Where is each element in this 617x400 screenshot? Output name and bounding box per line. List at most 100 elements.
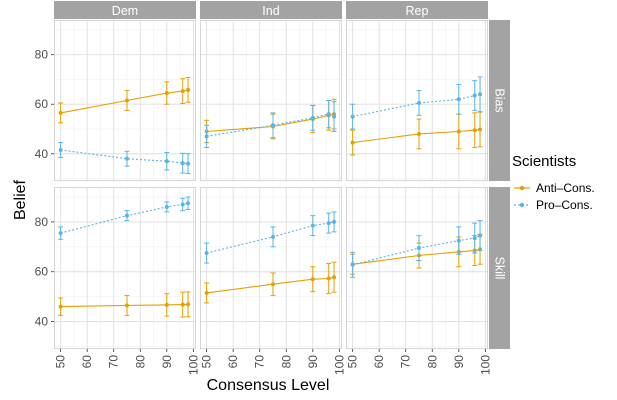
x-tick-label: 70 [253, 355, 267, 369]
strip-label-rep: Rep [406, 4, 429, 18]
data-point-pro [478, 92, 483, 97]
x-axis-title: Consensus Level [207, 377, 330, 394]
data-point-pro [180, 202, 185, 207]
legend-label-pro: Pro–Cons. [536, 198, 593, 212]
data-point-pro [326, 221, 331, 226]
panel-border [199, 186, 342, 349]
data-point-pro [164, 204, 169, 209]
data-point-pro [204, 251, 209, 256]
x-tick-label: 70 [107, 355, 121, 369]
data-point-anti [180, 89, 185, 94]
data-point-pro [310, 115, 315, 120]
y-tick-label: 60 [35, 265, 49, 279]
y-tick-label: 60 [35, 97, 49, 111]
data-point-pro [58, 148, 63, 153]
x-tick-label: 50 [346, 355, 360, 369]
data-point-anti [332, 275, 337, 280]
strip-bias [489, 20, 510, 181]
panel-background [200, 187, 342, 349]
strip-dem [54, 1, 196, 19]
strip-skill [489, 187, 510, 349]
y-tick-label: 80 [35, 215, 49, 229]
data-point-pro [186, 161, 191, 166]
x-tick-label: 60 [372, 355, 386, 369]
strip-label-skill: Skill [493, 257, 507, 280]
data-point-anti [186, 87, 191, 92]
data-point-pro [350, 114, 355, 119]
data-point-pro [204, 134, 209, 139]
panel-background [346, 20, 488, 181]
data-point-pro [478, 233, 483, 238]
panel-border [199, 19, 342, 181]
data-point-anti [124, 98, 129, 103]
data-point-pro [58, 231, 63, 236]
data-point-pro [124, 213, 129, 218]
panel-dem-bias [54, 19, 196, 181]
x-tick-label: 90 [160, 355, 174, 369]
strip-label-ind: Ind [262, 4, 279, 18]
data-point-anti [456, 129, 461, 134]
panel-ind-skill [199, 186, 342, 349]
data-point-anti [326, 276, 331, 281]
data-point-pro [332, 219, 337, 224]
data-point-anti [416, 131, 421, 136]
legend: Scientists Anti–Cons. Pro–Cons. [512, 153, 595, 212]
x-tick-label: 80 [133, 355, 147, 369]
data-point-pro [326, 112, 331, 117]
data-point-pro [186, 201, 191, 206]
legend-key-point-anti [519, 185, 525, 191]
panel-dem-skill [54, 186, 196, 349]
x-tick-label: 100 [186, 355, 200, 375]
panel-rep-bias [345, 19, 488, 181]
data-point-anti [124, 303, 129, 308]
data-point-pro [472, 236, 477, 241]
x-tick-label: 80 [425, 355, 439, 369]
strip-rep [346, 1, 488, 19]
data-point-anti [204, 290, 209, 295]
data-point-pro [416, 246, 421, 251]
panel-border [54, 186, 196, 349]
data-point-anti [164, 302, 169, 307]
panel-border [345, 19, 488, 181]
x-tick-label: 100 [332, 355, 346, 375]
data-point-anti [58, 110, 63, 115]
strip-label-dem: Dem [112, 4, 138, 18]
data-point-pro [350, 262, 355, 267]
data-point-anti [350, 140, 355, 145]
strip-label-bias: Bias [493, 88, 507, 112]
y-tick-label: 80 [35, 48, 49, 62]
data-point-pro [164, 159, 169, 164]
facet-strips: Dem Ind Rep Bias Skill [54, 1, 510, 349]
data-point-pro [472, 93, 477, 98]
panel-border [54, 19, 196, 181]
data-point-anti [478, 127, 483, 132]
series-line-pro-ind-bias [206, 113, 335, 137]
data-point-pro [456, 238, 461, 243]
legend-label-anti: Anti–Cons. [536, 181, 595, 195]
y-axis-title: Belief [12, 179, 29, 220]
data-point-pro [270, 123, 275, 128]
data-point-anti [180, 302, 185, 307]
x-tick-label: 90 [306, 355, 320, 369]
data-point-pro [332, 114, 337, 119]
data-point-pro [416, 100, 421, 105]
x-tick-label: 100 [478, 355, 492, 375]
legend-key-point-pro [519, 202, 525, 208]
panel-border [345, 186, 488, 349]
data-point-anti [186, 302, 191, 307]
panel-background [200, 20, 342, 181]
y-tick-label: 40 [35, 315, 49, 329]
data-point-anti [472, 128, 477, 133]
x-tick-label: 60 [80, 355, 94, 369]
panel-background [54, 187, 196, 349]
data-point-pro [180, 161, 185, 166]
y-tick-label: 40 [35, 147, 49, 161]
x-tick-label: 70 [399, 355, 413, 369]
panel-ind-bias [199, 19, 342, 181]
x-tick-label: 50 [54, 355, 68, 369]
data-point-pro [456, 97, 461, 102]
strip-ind [200, 1, 342, 19]
data-point-anti [270, 282, 275, 287]
